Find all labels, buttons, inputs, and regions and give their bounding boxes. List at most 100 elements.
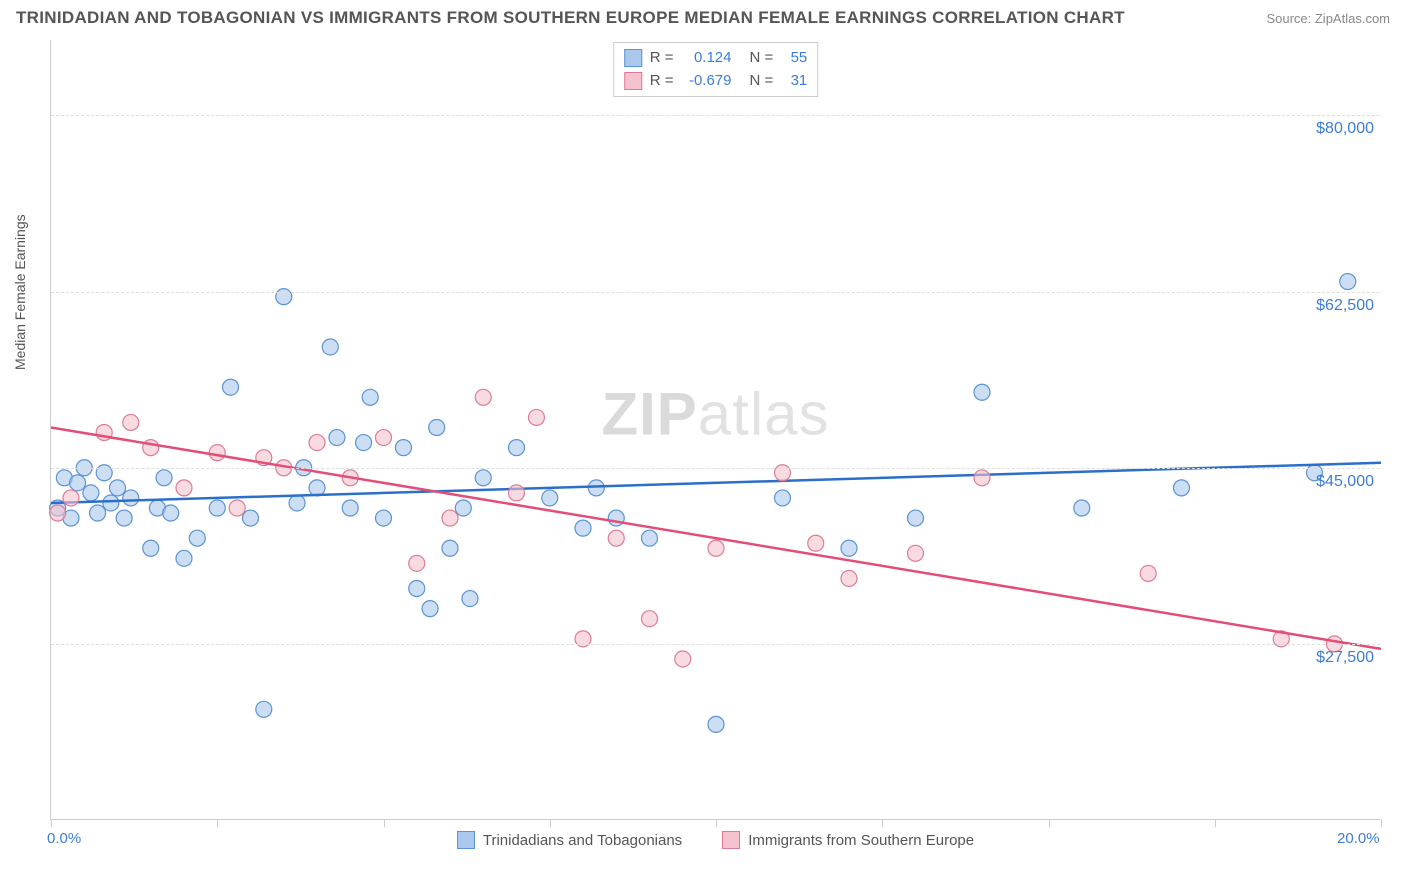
x-tick xyxy=(217,819,218,827)
data-point xyxy=(63,490,79,506)
legend-label: Trinidadians and Tobagonians xyxy=(483,832,682,849)
data-point xyxy=(422,601,438,617)
x-tick xyxy=(550,819,551,827)
data-point xyxy=(409,581,425,597)
stats-legend: R =0.124N =55R =-0.679N =31 xyxy=(613,42,819,97)
r-label: R = xyxy=(650,47,674,70)
x-tick xyxy=(1049,819,1050,827)
data-point xyxy=(475,470,491,486)
data-point xyxy=(642,611,658,627)
data-point xyxy=(289,495,305,511)
data-point xyxy=(841,540,857,556)
data-point xyxy=(442,540,458,556)
data-point xyxy=(908,545,924,561)
data-point xyxy=(395,440,411,456)
data-point xyxy=(376,510,392,526)
data-point xyxy=(156,470,172,486)
data-point xyxy=(116,510,132,526)
legend-swatch xyxy=(624,72,642,90)
legend-swatch xyxy=(624,49,642,67)
data-point xyxy=(708,716,724,732)
data-point xyxy=(442,510,458,526)
data-point xyxy=(229,500,245,516)
data-point xyxy=(808,535,824,551)
gridline xyxy=(51,115,1380,116)
y-tick-label: $62,500 xyxy=(1316,297,1374,315)
data-point xyxy=(209,445,225,461)
data-point xyxy=(675,651,691,667)
data-point xyxy=(176,550,192,566)
x-tick xyxy=(716,819,717,827)
gridline xyxy=(51,292,1380,293)
scatter-svg xyxy=(51,40,1380,819)
chart-title: TRINIDADIAN AND TOBAGONIAN VS IMMIGRANTS… xyxy=(16,8,1125,28)
x-tick xyxy=(51,819,52,827)
data-point xyxy=(462,591,478,607)
data-point xyxy=(509,485,525,501)
data-point xyxy=(775,490,791,506)
data-point xyxy=(342,500,358,516)
data-point xyxy=(209,500,225,516)
data-point xyxy=(176,480,192,496)
data-point xyxy=(708,540,724,556)
legend-swatch xyxy=(457,831,475,849)
regression-line xyxy=(51,427,1381,648)
n-value: 55 xyxy=(781,47,807,70)
data-point xyxy=(123,414,139,430)
source-label: Source: ZipAtlas.com xyxy=(1266,11,1390,26)
data-point xyxy=(455,500,471,516)
data-point xyxy=(542,490,558,506)
data-point xyxy=(1140,565,1156,581)
x-tick-label: 0.0% xyxy=(47,830,81,847)
data-point xyxy=(974,470,990,486)
data-point xyxy=(908,510,924,526)
data-point xyxy=(509,440,525,456)
data-point xyxy=(841,570,857,586)
gridline xyxy=(51,644,1380,645)
data-point xyxy=(376,430,392,446)
gridline xyxy=(51,468,1380,469)
legend-item: Trinidadians and Tobagonians xyxy=(457,831,682,849)
n-label: N = xyxy=(750,70,774,93)
data-point xyxy=(642,530,658,546)
data-point xyxy=(163,505,179,521)
data-point xyxy=(475,389,491,405)
data-point xyxy=(83,485,99,501)
data-point xyxy=(90,505,106,521)
data-point xyxy=(243,510,259,526)
data-point xyxy=(329,430,345,446)
x-tick xyxy=(882,819,883,827)
n-label: N = xyxy=(750,47,774,70)
data-point xyxy=(143,540,159,556)
y-tick-label: $45,000 xyxy=(1316,473,1374,491)
legend-swatch xyxy=(722,831,740,849)
n-value: 31 xyxy=(781,70,807,93)
x-tick xyxy=(1215,819,1216,827)
data-point xyxy=(1074,500,1090,516)
data-point xyxy=(409,555,425,571)
r-label: R = xyxy=(650,70,674,93)
data-point xyxy=(103,495,119,511)
x-tick-label: 20.0% xyxy=(1337,830,1380,847)
r-value: -0.679 xyxy=(682,70,732,93)
data-point xyxy=(50,505,66,521)
data-point xyxy=(528,409,544,425)
y-tick-label: $80,000 xyxy=(1316,120,1374,138)
x-tick xyxy=(1381,819,1382,827)
data-point xyxy=(362,389,378,405)
data-point xyxy=(1340,274,1356,290)
data-point xyxy=(123,490,139,506)
data-point xyxy=(70,475,86,491)
data-point xyxy=(256,701,272,717)
stats-row: R =0.124N =55 xyxy=(624,47,808,70)
y-axis-label: Median Female Earnings xyxy=(12,214,28,370)
data-point xyxy=(309,435,325,451)
data-point xyxy=(1174,480,1190,496)
data-point xyxy=(189,530,205,546)
data-point xyxy=(429,419,445,435)
plot-area: ZIPatlas R =0.124N =55R =-0.679N =31 Tri… xyxy=(50,40,1380,820)
x-tick xyxy=(384,819,385,827)
data-point xyxy=(223,379,239,395)
data-point xyxy=(322,339,338,355)
data-point xyxy=(974,384,990,400)
